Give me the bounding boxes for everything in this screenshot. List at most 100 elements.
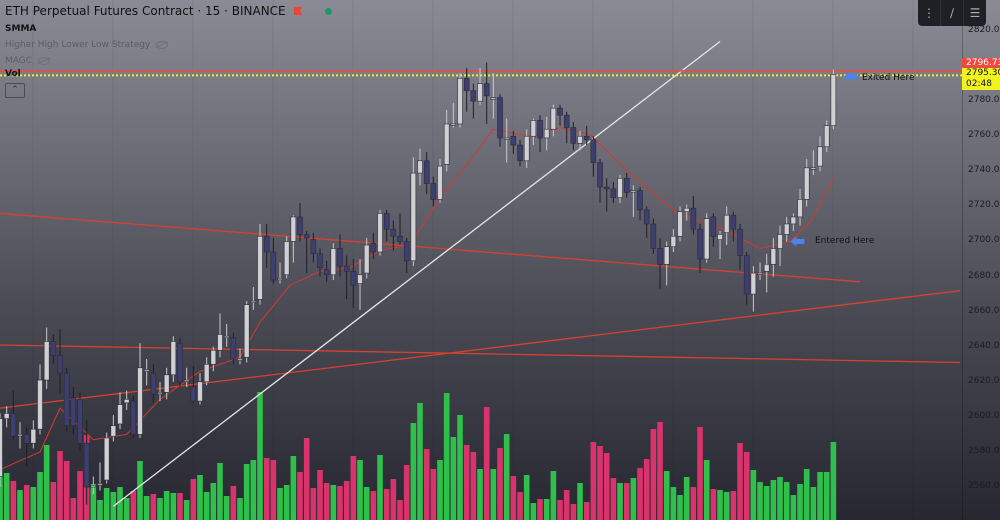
candle-body <box>643 209 650 225</box>
candle-body <box>117 404 123 425</box>
candle-body <box>50 341 57 356</box>
volume-bar <box>437 460 443 520</box>
hidden-eye-icon[interactable] <box>156 41 169 49</box>
volume-bar <box>57 451 63 520</box>
candle-body <box>397 235 403 242</box>
candle-body <box>123 399 130 404</box>
candle-body <box>303 234 310 239</box>
volume-bar <box>657 422 663 520</box>
candle-body <box>623 178 630 193</box>
volume-bar <box>330 485 337 520</box>
volume-bar <box>23 485 30 520</box>
candle-body <box>277 278 283 281</box>
indicator-label: MAGC <box>5 56 33 66</box>
candle-body <box>230 337 237 360</box>
volume-bar <box>630 478 637 520</box>
candle-body <box>297 216 303 235</box>
candle-body <box>143 369 150 372</box>
price-tick: 2640.00 <box>968 340 1000 351</box>
indicator-vol[interactable]: Vol <box>5 69 21 79</box>
volume-bar <box>377 455 383 520</box>
chart-legend: ETH Perpetual Futures Contract · 15 · BI… <box>5 4 332 66</box>
volume-bar <box>650 429 657 520</box>
candle-body <box>337 248 343 267</box>
volume-bar <box>523 475 530 520</box>
candle-body <box>750 272 757 295</box>
volume-bar <box>597 446 603 520</box>
candle-body <box>443 123 450 165</box>
candle-body <box>797 199 803 218</box>
candle-body <box>577 135 583 144</box>
hidden-eye-icon[interactable] <box>38 57 51 65</box>
smma-line <box>0 126 834 470</box>
candle-body <box>830 74 837 127</box>
volume-bar <box>177 493 183 520</box>
volume-bar <box>3 473 10 520</box>
candle-body <box>690 207 697 230</box>
candle-body <box>737 228 743 256</box>
exited-here-label: Exited Here <box>862 73 915 83</box>
volume-bar <box>697 427 703 520</box>
volume-bar <box>737 443 743 520</box>
volume-bar <box>730 491 737 520</box>
volume-bar <box>117 487 123 520</box>
volume-bar <box>463 445 470 520</box>
candle-body <box>90 484 97 488</box>
arrow-left-icon <box>843 71 858 82</box>
volume-bar <box>777 477 783 520</box>
volume-bar <box>303 438 310 520</box>
bar-countdown: 02:48 <box>966 79 992 89</box>
collapse-legend-button[interactable]: ⌃ <box>5 83 25 98</box>
candle-body <box>63 372 70 426</box>
volume-bar <box>77 471 83 520</box>
flag-icon[interactable] <box>293 7 303 15</box>
volume-bar <box>350 456 357 520</box>
candle-body <box>410 172 417 262</box>
candle-body <box>423 160 430 184</box>
volume-bar <box>263 458 270 520</box>
price-axis[interactable] <box>962 0 1000 520</box>
volume-bar <box>723 492 730 520</box>
drag-handle-icon[interactable]: ⋮ <box>918 0 941 26</box>
volume-bar <box>43 445 50 520</box>
candle-body <box>743 255 750 295</box>
candle-body <box>350 270 357 286</box>
volume-bar <box>530 503 537 520</box>
trend-line-icon[interactable]: ∕ <box>941 0 964 26</box>
volume-bar <box>277 488 283 520</box>
candle-body <box>190 386 197 402</box>
candle-body <box>450 123 457 126</box>
candle-body <box>343 265 350 272</box>
volume-bar <box>757 482 763 520</box>
volume-bar <box>63 461 70 520</box>
price-tick: 2660.00 <box>968 305 1000 316</box>
indicator-magc[interactable]: MAGC <box>5 56 332 66</box>
candle-body <box>823 125 830 148</box>
volume-bar <box>750 470 757 520</box>
volume-bar <box>797 484 803 520</box>
candle-body <box>703 218 710 260</box>
indicator-smma[interactable]: SMMA <box>5 24 37 34</box>
menu-lines-icon[interactable]: ☰ <box>969 6 981 20</box>
volume-bar <box>317 470 323 520</box>
symbol-title-row[interactable]: ETH Perpetual Futures Contract · 15 · BI… <box>5 4 332 18</box>
candle-body <box>130 400 137 435</box>
candle-body <box>103 437 110 481</box>
last-price-value: 2795.30 <box>966 68 1000 78</box>
candle-body <box>683 207 690 212</box>
indicator-hhll[interactable]: Higher High Lower Low Strategy <box>5 40 332 50</box>
price-tick: 2680.00 <box>968 270 1000 281</box>
candle-body <box>810 167 817 170</box>
volume-bar <box>363 487 370 520</box>
candle-body <box>177 342 183 383</box>
volume-bar <box>250 460 257 520</box>
volume-bar <box>503 434 510 520</box>
volume-bar <box>297 472 303 520</box>
volume-bar <box>357 460 363 520</box>
volume-bar <box>223 496 230 520</box>
volume-bar <box>623 483 630 520</box>
alert-price-label: 2796.73 <box>962 58 1000 68</box>
candle-body <box>150 372 157 395</box>
candle-body <box>183 379 190 382</box>
